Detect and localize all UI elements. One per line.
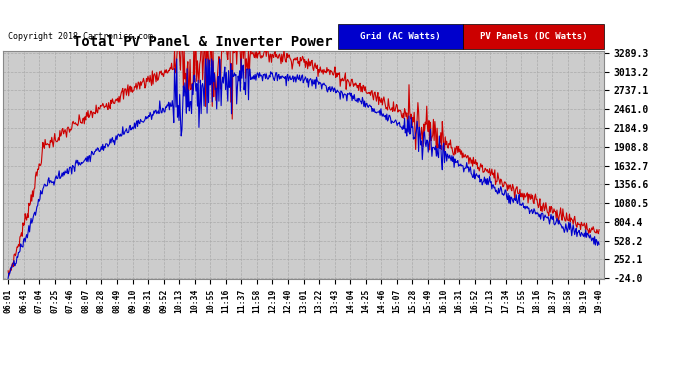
FancyBboxPatch shape [338,24,463,49]
Title: Total PV Panel & Inverter Power Output Tue Apr 24 19:49: Total PV Panel & Inverter Power Output T… [73,36,534,50]
Text: PV Panels (DC Watts): PV Panels (DC Watts) [480,32,587,41]
Text: Copyright 2018 Cartronics.com: Copyright 2018 Cartronics.com [8,32,153,41]
FancyBboxPatch shape [463,24,604,49]
Text: Grid (AC Watts): Grid (AC Watts) [360,32,441,41]
